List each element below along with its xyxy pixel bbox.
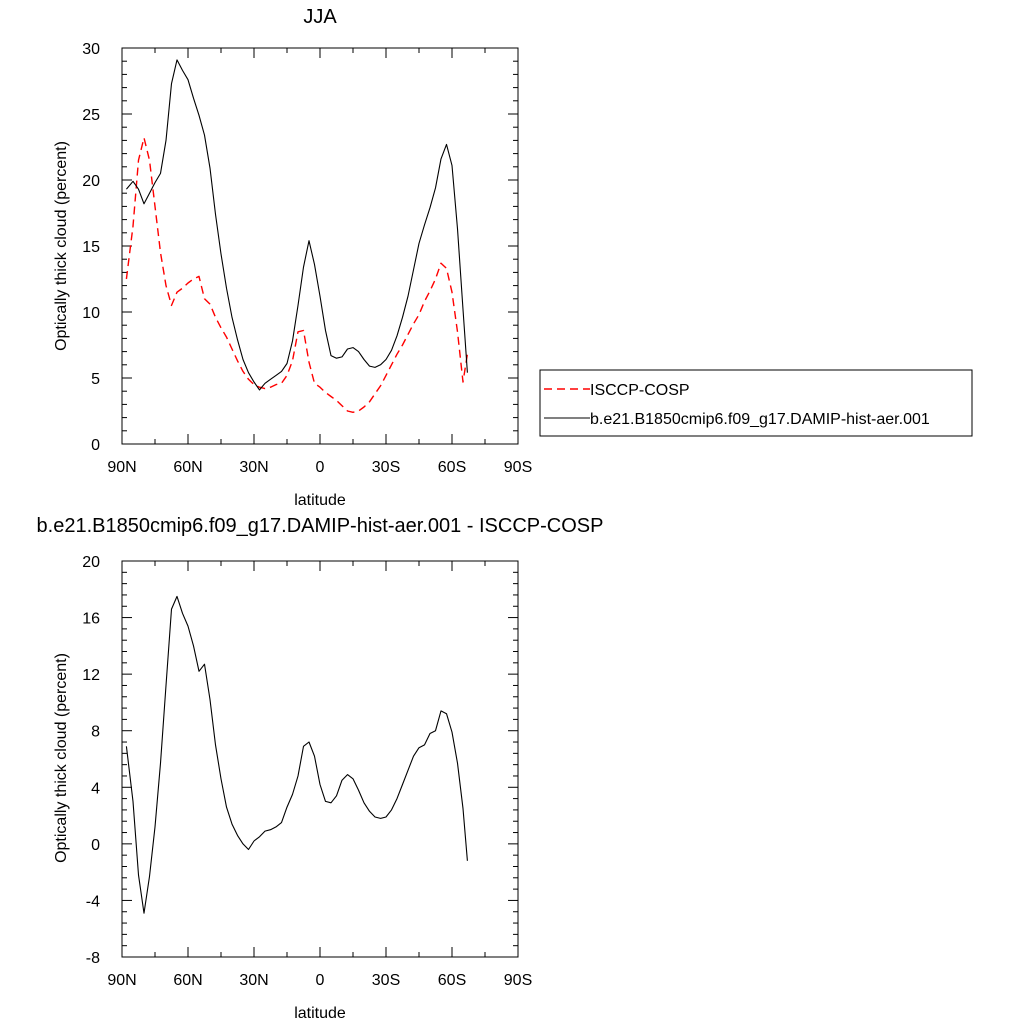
top-x-tick-label: 30S [372, 459, 400, 476]
bottom-y-tick-label: -8 [86, 950, 100, 967]
bottom-y-axis-label: Optically thick cloud (percent) [53, 653, 70, 863]
legend-box [539, 369, 973, 437]
top-x-axis-label: latitude [294, 492, 346, 509]
top-y-tick-label: 0 [91, 437, 100, 454]
top-x-tick-label: 60S [438, 459, 466, 476]
bottom-series-lines [125, 595, 468, 914]
top-x-tick-label: 60N [173, 459, 202, 476]
bottom-x-tick-label: 60N [173, 972, 202, 989]
top-y-tick-labels: 0 5 10 15 20 25 30 [82, 41, 100, 454]
top-y-tick-label: 20 [82, 173, 100, 190]
bottom-plot-frame [121, 560, 519, 958]
top-x-tick-label: 90S [504, 459, 532, 476]
legend-label-isccp-cosp: ISCCP-COSP [590, 382, 690, 399]
legend-label-model: b.e21.B1850cmip6.f09_g17.DAMIP-hist-aer.… [590, 411, 930, 428]
bottom-x-axis-label: latitude [294, 1005, 346, 1022]
panel-bottom: b.e21.B1850cmip6.f09_g17.DAMIP-hist-aer.… [37, 515, 604, 1022]
top-x-tick-labels: 90N 60N 30N 0 30S 60S 90S [107, 459, 532, 476]
bottom-series-line-difference [125, 595, 468, 914]
bottom-x-tick-label: 30S [372, 972, 400, 989]
bottom-axis-ticks [121, 560, 519, 958]
top-y-axis-label: Optically thick cloud (percent) [53, 141, 70, 351]
bottom-y-tick-label: 20 [82, 554, 100, 571]
bottom-y-tick-labels: -8 -4 0 4 8 12 16 20 [82, 554, 100, 967]
top-y-tick-label: 5 [91, 371, 100, 388]
top-x-tick-label: 90N [107, 459, 136, 476]
bottom-x-tick-label: 0 [316, 972, 325, 989]
bottom-y-tick-label: 16 [82, 611, 100, 628]
top-series-line-b-e21-b1850cmip6-f09-g17-damip-hist-aer-001 [125, 59, 468, 391]
bottom-x-tick-label: 60S [438, 972, 466, 989]
top-plot-frame [121, 47, 519, 445]
bottom-y-tick-label: -4 [86, 893, 100, 910]
panel-top: JJA Optically thick cloud (percent) lati… [53, 6, 532, 509]
bottom-y-tick-label: 0 [91, 837, 100, 854]
top-chart-title: JJA [303, 6, 337, 28]
bottom-x-tick-label: 30N [239, 972, 268, 989]
top-x-tick-label: 0 [316, 459, 325, 476]
top-y-tick-label: 25 [82, 107, 100, 124]
top-y-tick-label: 10 [82, 305, 100, 322]
bottom-x-tick-label: 90S [504, 972, 532, 989]
bottom-x-tick-labels: 90N 60N 30N 0 30S 60S 90S [107, 972, 532, 989]
top-y-tick-label: 30 [82, 41, 100, 58]
top-series-lines [125, 59, 469, 413]
legend: ISCCP-COSP b.e21.B1850cmip6.f09_g17.DAMI… [539, 369, 973, 437]
bottom-y-tick-label: 8 [91, 724, 100, 741]
bottom-x-tick-label: 90N [107, 972, 136, 989]
bottom-y-tick-label: 4 [91, 780, 100, 797]
top-series-line-isccp-cosp [125, 137, 469, 413]
bottom-chart-title: b.e21.B1850cmip6.f09_g17.DAMIP-hist-aer.… [37, 515, 604, 537]
top-y-tick-label: 15 [82, 239, 100, 256]
top-x-tick-label: 30N [239, 459, 268, 476]
bottom-y-tick-label: 12 [82, 667, 100, 684]
